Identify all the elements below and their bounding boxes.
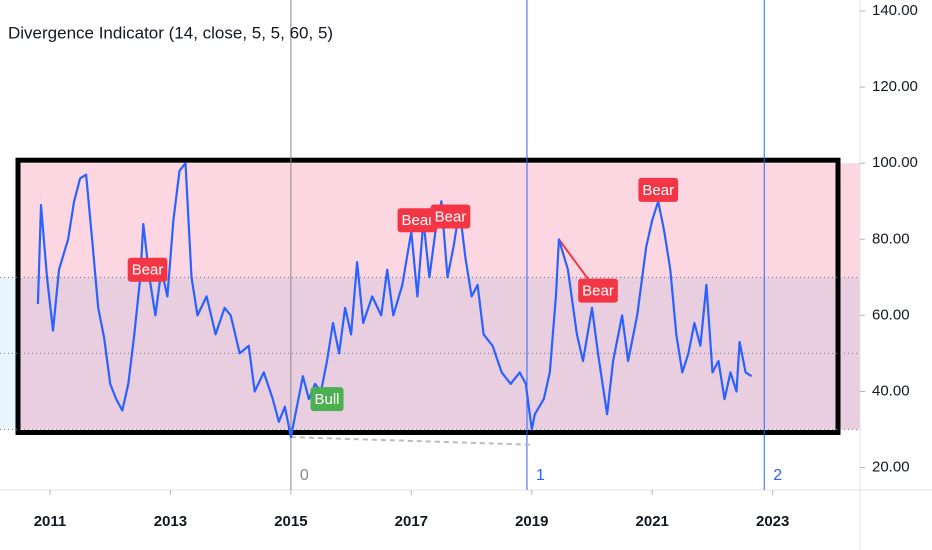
annotation: Bull <box>310 387 344 412</box>
x-tick-label: 2013 <box>154 513 187 530</box>
annotation-label: Bear <box>582 283 614 300</box>
annotation-box <box>430 204 471 229</box>
y-tick-label: 100.00 <box>872 154 918 171</box>
vertical-line-label: 2 <box>773 467 782 484</box>
annotation: Bear <box>127 257 168 282</box>
vertical-line-label: 1 <box>536 467 545 484</box>
annotation-label: Bear <box>435 208 467 225</box>
annotation-label: Bear <box>642 182 674 199</box>
x-tick-label: 2019 <box>515 513 548 530</box>
x-tick-label: 2015 <box>274 513 307 530</box>
annotation: Bear <box>397 208 438 233</box>
y-tick-label: 60.00 <box>872 306 910 323</box>
zone-frame <box>15 157 841 436</box>
x-tick-label: 2011 <box>34 513 67 530</box>
x-tick-label: 2023 <box>756 513 789 530</box>
annotation: Bear <box>430 204 471 229</box>
zone <box>18 163 860 430</box>
annotation: Bear <box>578 278 618 303</box>
annotation-label: Bear <box>402 212 434 229</box>
y-tick-label: 20.00 <box>872 459 910 476</box>
vertical-line-label: 0 <box>300 467 309 484</box>
y-tick-label: 120.00 <box>872 78 918 95</box>
divergence-line <box>290 436 532 446</box>
annotation-box <box>578 278 618 303</box>
y-tick-label: 140.00 <box>872 2 918 19</box>
annotation-box <box>127 257 168 282</box>
y-tick-label: 80.00 <box>872 230 910 247</box>
series-line <box>36 162 753 439</box>
annotation-box <box>638 177 679 202</box>
chart-title: Divergence Indicator (14, close, 5, 5, 6… <box>8 23 333 42</box>
annotation-box <box>310 387 344 412</box>
y-tick-label: 40.00 <box>872 382 910 399</box>
annotation-box <box>397 208 438 233</box>
annotation-label: Bull <box>315 391 340 408</box>
annotation: Bear <box>638 177 679 202</box>
x-tick-label: 2017 <box>395 513 428 530</box>
annotation-label: Bear <box>132 262 164 279</box>
x-tick-label: 2021 <box>636 513 669 530</box>
